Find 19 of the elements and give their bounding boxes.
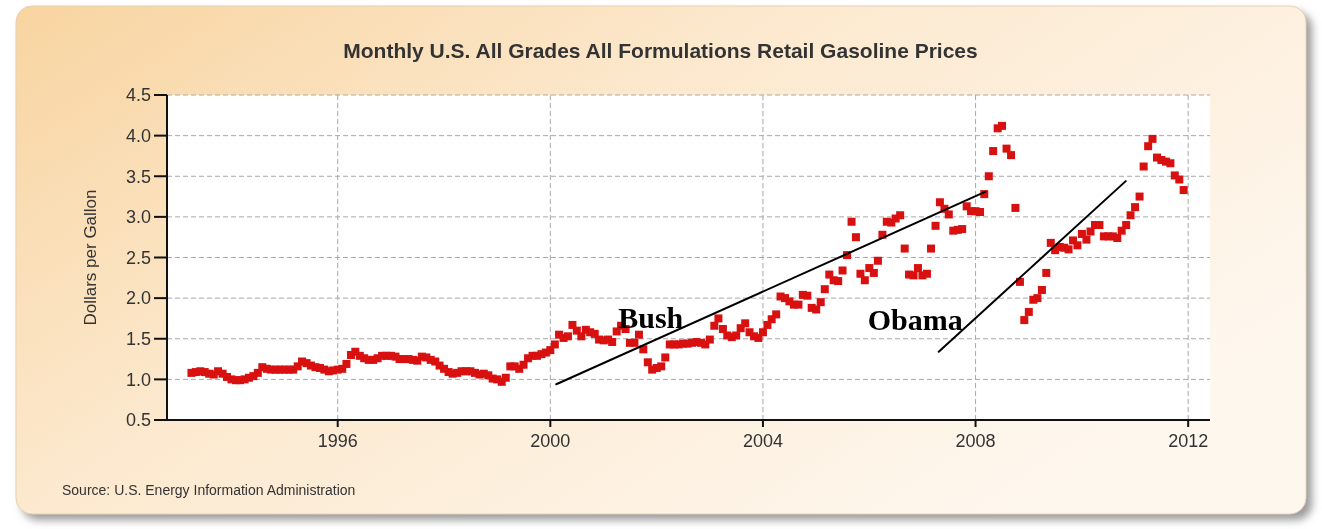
y-tick-label: 3.0 (125, 207, 151, 228)
x-tick-label: 1996 (317, 431, 358, 451)
y-tick-label: 3.5 (125, 166, 151, 187)
y-tick-label: 2.0 (125, 288, 151, 309)
x-tick-label: 2004 (742, 431, 783, 451)
y-tick-label: 2.5 (125, 247, 151, 268)
y-tick-label: 4.5 (125, 85, 151, 106)
chart-title: Monthly U.S. All Grades All Formulations Retail Gasoline Prices (343, 39, 978, 62)
x-tick-label: 2012 (1168, 431, 1209, 451)
series-label: Obama (867, 302, 963, 336)
y-tick-label: 4.0 (125, 125, 151, 146)
x-tick-label: 2000 (530, 431, 571, 451)
series-label: Bush (618, 301, 684, 335)
source-note: Source: U.S. Energy Information Administration (62, 482, 356, 498)
y-tick-label: 1.0 (125, 369, 151, 390)
x-tick-label: 2008 (955, 431, 996, 451)
y-tick-label: 0.5 (125, 410, 151, 431)
y-tick-label: 1.5 (125, 329, 151, 350)
y-axis-title: Dollars per Gallon (81, 189, 100, 326)
